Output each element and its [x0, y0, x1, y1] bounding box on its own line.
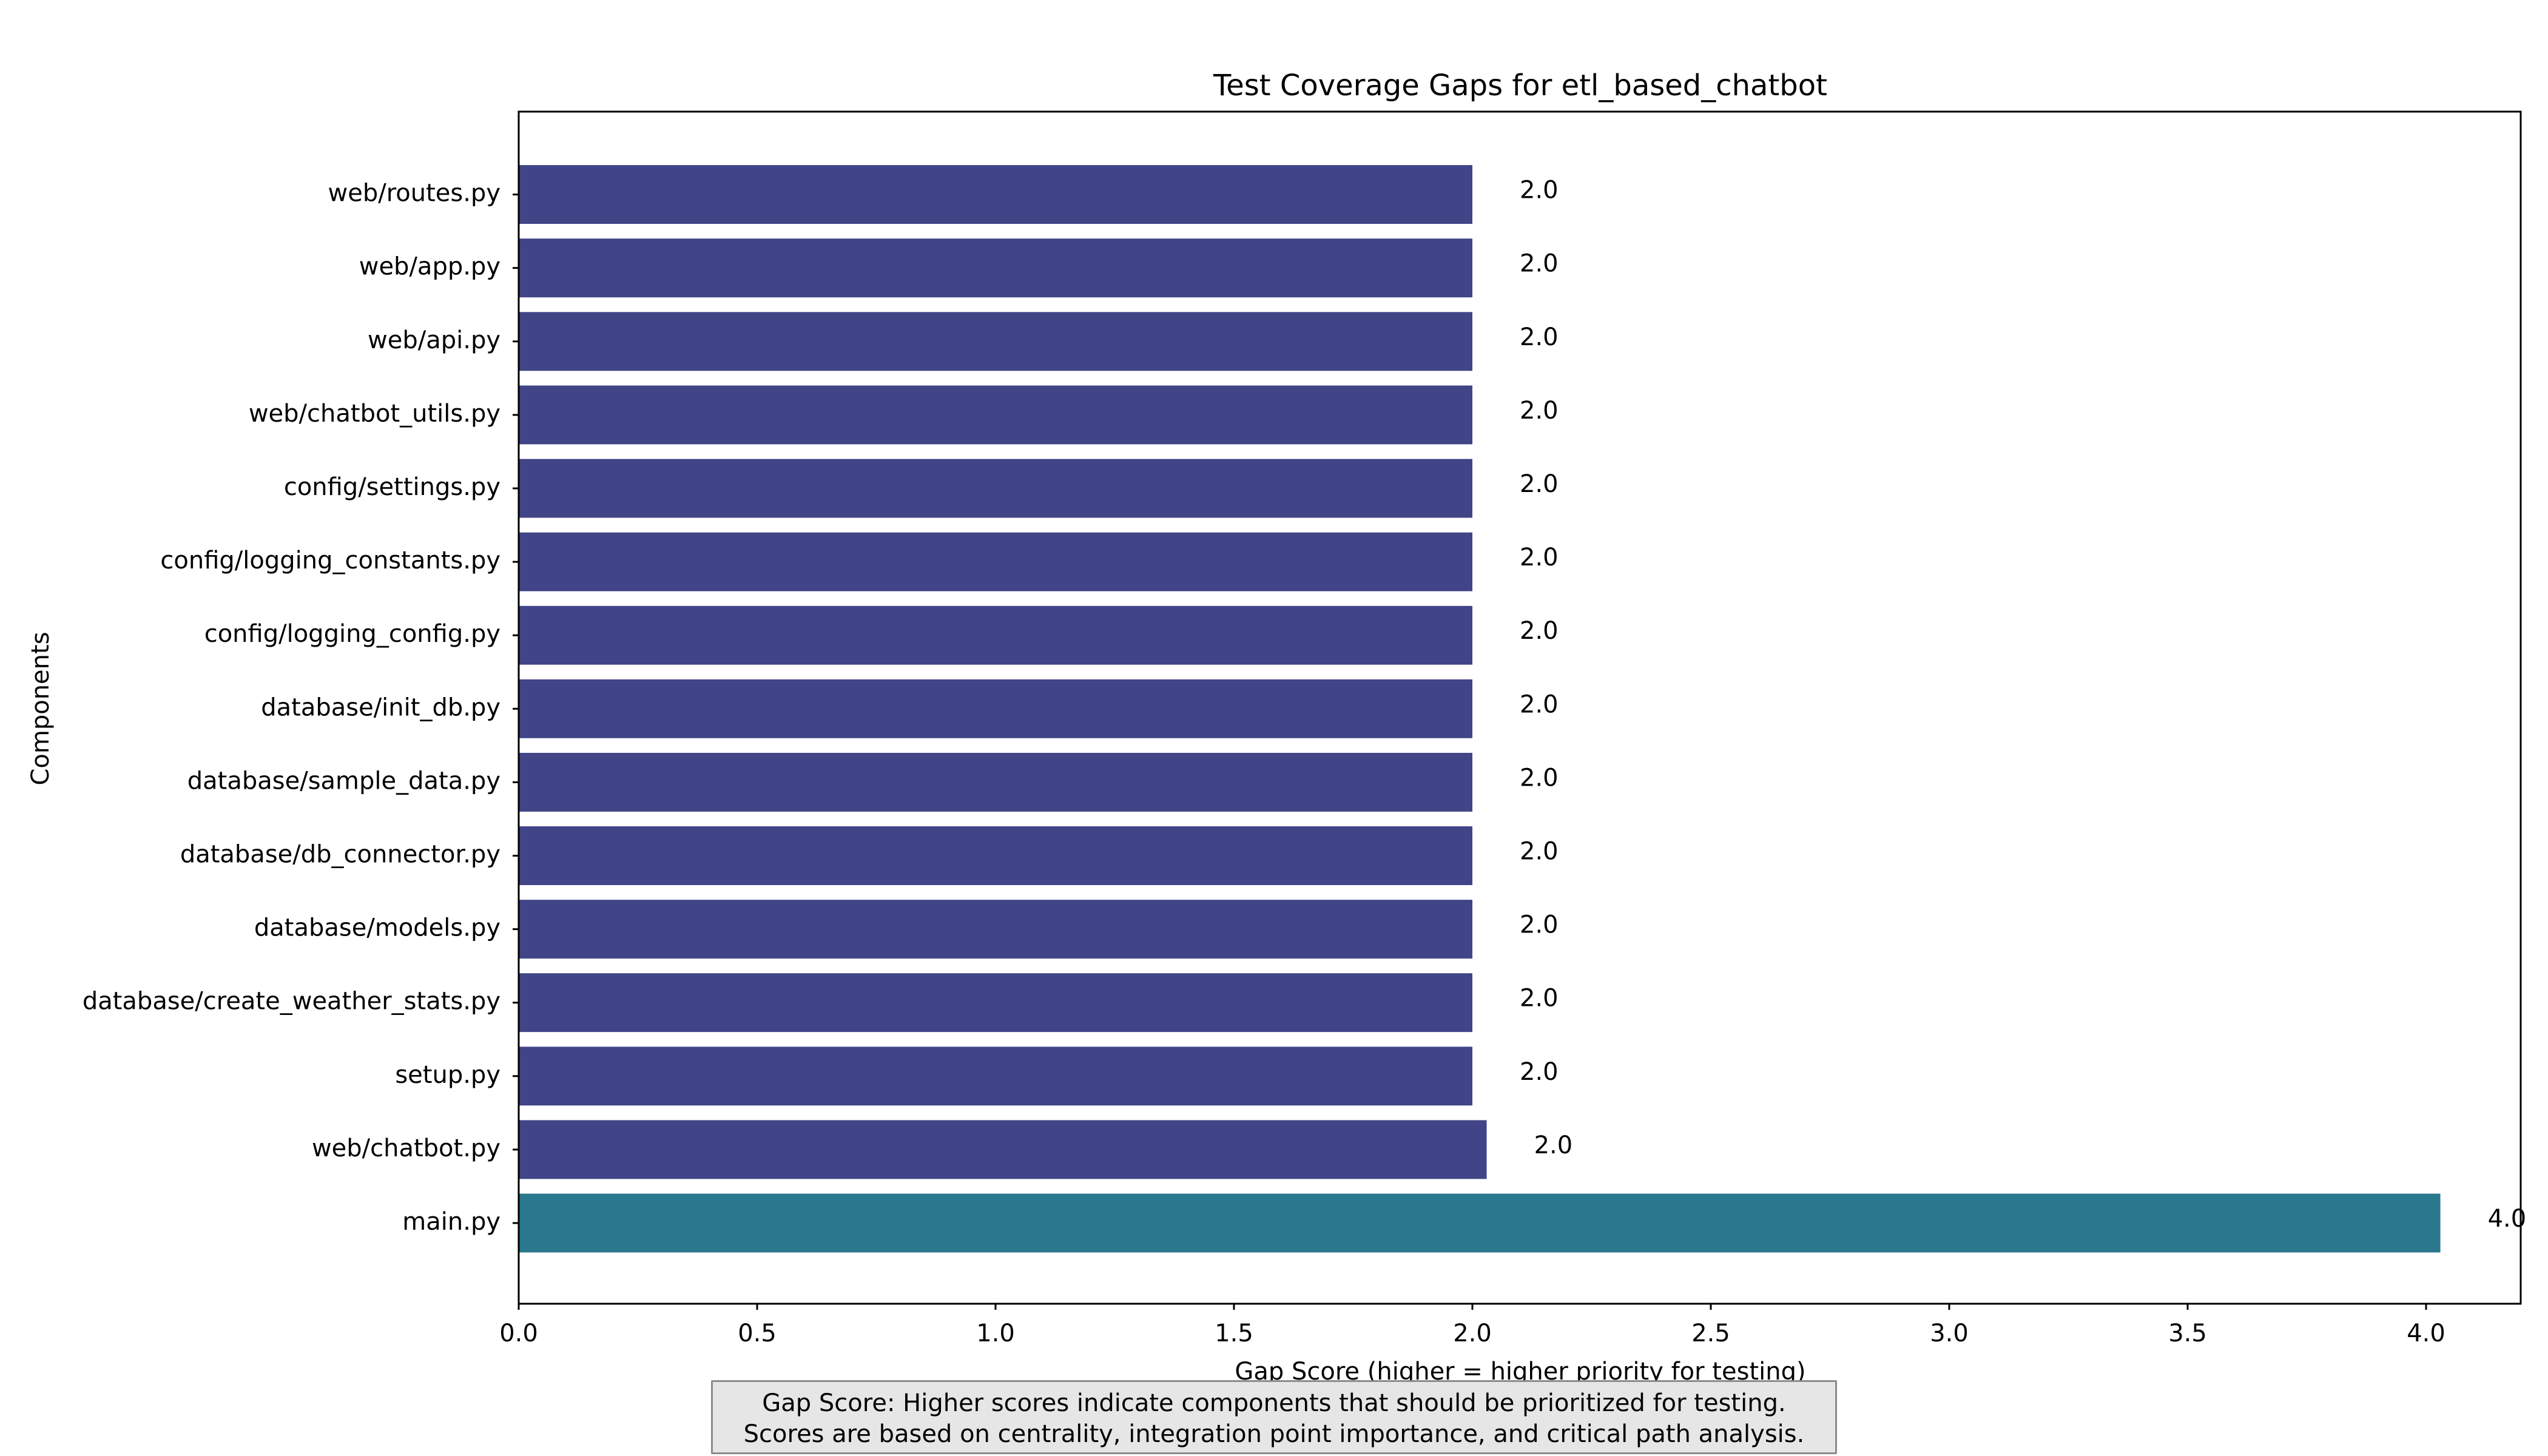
- y-tick-label: main.py: [402, 1208, 500, 1236]
- bar: [519, 238, 1472, 298]
- x-tick-label: 4.0: [2407, 1320, 2445, 1347]
- bar: [519, 1046, 1472, 1106]
- y-tick-label: setup.py: [395, 1061, 500, 1089]
- y-tick-label: web/api.py: [368, 326, 500, 354]
- bar: [519, 752, 1472, 812]
- x-tick-label: 0.0: [499, 1320, 538, 1347]
- bar-value-label: 2.0: [1534, 1131, 1573, 1159]
- x-tick-label: 2.5: [1691, 1320, 1730, 1347]
- x-tick-label: 3.0: [1930, 1320, 1969, 1347]
- y-tick-label: database/sample_data.py: [187, 767, 500, 795]
- note-line-2: Scores are based on centrality, integrat…: [743, 1420, 1805, 1448]
- bar-value-label: 2.0: [1520, 470, 1559, 498]
- bar: [519, 532, 1472, 592]
- bar: [519, 605, 1472, 665]
- bar-value-label: 2.0: [1520, 911, 1559, 939]
- y-axis-label: Components: [27, 632, 55, 785]
- x-tick-label: 3.5: [2168, 1320, 2207, 1347]
- legend-note-box: Gap Score: Higher scores indicate compon…: [711, 1380, 1837, 1454]
- chart-title: Test Coverage Gaps for etl_based_chatbot: [1213, 69, 1827, 103]
- y-tick-label: database/models.py: [254, 914, 500, 942]
- bar-value-label: 2.0: [1520, 177, 1559, 204]
- bar: [519, 1120, 1487, 1179]
- bar-value-label: 2.0: [1520, 544, 1559, 571]
- bar: [519, 900, 1472, 959]
- y-tick-label: database/db_connector.py: [180, 841, 500, 869]
- y-tick-label: web/app.py: [359, 253, 500, 281]
- bar-value-label: 2.0: [1520, 397, 1559, 425]
- bar-value-label: 2.0: [1520, 617, 1559, 645]
- bar-value-label: 2.0: [1520, 250, 1559, 278]
- x-tick-label: 1.0: [976, 1320, 1015, 1347]
- bar: [519, 459, 1472, 518]
- bar-value-label: 2.0: [1520, 838, 1559, 866]
- bar: [519, 1193, 2441, 1253]
- ticks-layer: main.py web/chatbot.py setup.py database/cr…: [83, 180, 2445, 1347]
- plot-frame: [517, 110, 2522, 1305]
- y-tick-label: config/logging_config.py: [204, 620, 500, 648]
- bar-value-label: 2.0: [1520, 323, 1559, 351]
- bar: [519, 973, 1472, 1033]
- x-tick-label: 0.5: [738, 1320, 777, 1347]
- y-tick-label: config/settings.py: [284, 473, 500, 501]
- y-tick-label: web/chatbot.py: [312, 1134, 500, 1162]
- bar: [519, 165, 1472, 224]
- y-tick-label: database/init_db.py: [261, 693, 500, 721]
- bar: [519, 826, 1472, 885]
- y-tick-label: database/create_weather_stats.py: [83, 988, 500, 1016]
- bars-layer: 4.02.02.02.02.02.02.02.02.02.02.02.02.02…: [519, 165, 2526, 1253]
- bar: [519, 312, 1472, 371]
- bar-value-label: 2.0: [1520, 1058, 1559, 1086]
- y-tick-label: web/routes.py: [328, 180, 501, 207]
- bar-value-label: 2.0: [1520, 764, 1559, 792]
- y-tick-label: config/logging_constants.py: [160, 547, 500, 575]
- note-line-1: Gap Score: Higher scores indicate compon…: [762, 1389, 1786, 1417]
- y-tick-label: web/chatbot_utils.py: [249, 400, 500, 428]
- x-tick-label: 1.5: [1215, 1320, 1253, 1347]
- x-tick-label: 2.0: [1453, 1320, 1492, 1347]
- bar-value-label: 2.0: [1520, 985, 1559, 1013]
- bar: [519, 679, 1472, 738]
- bar-value-label: 2.0: [1520, 690, 1559, 718]
- bar: [519, 385, 1472, 445]
